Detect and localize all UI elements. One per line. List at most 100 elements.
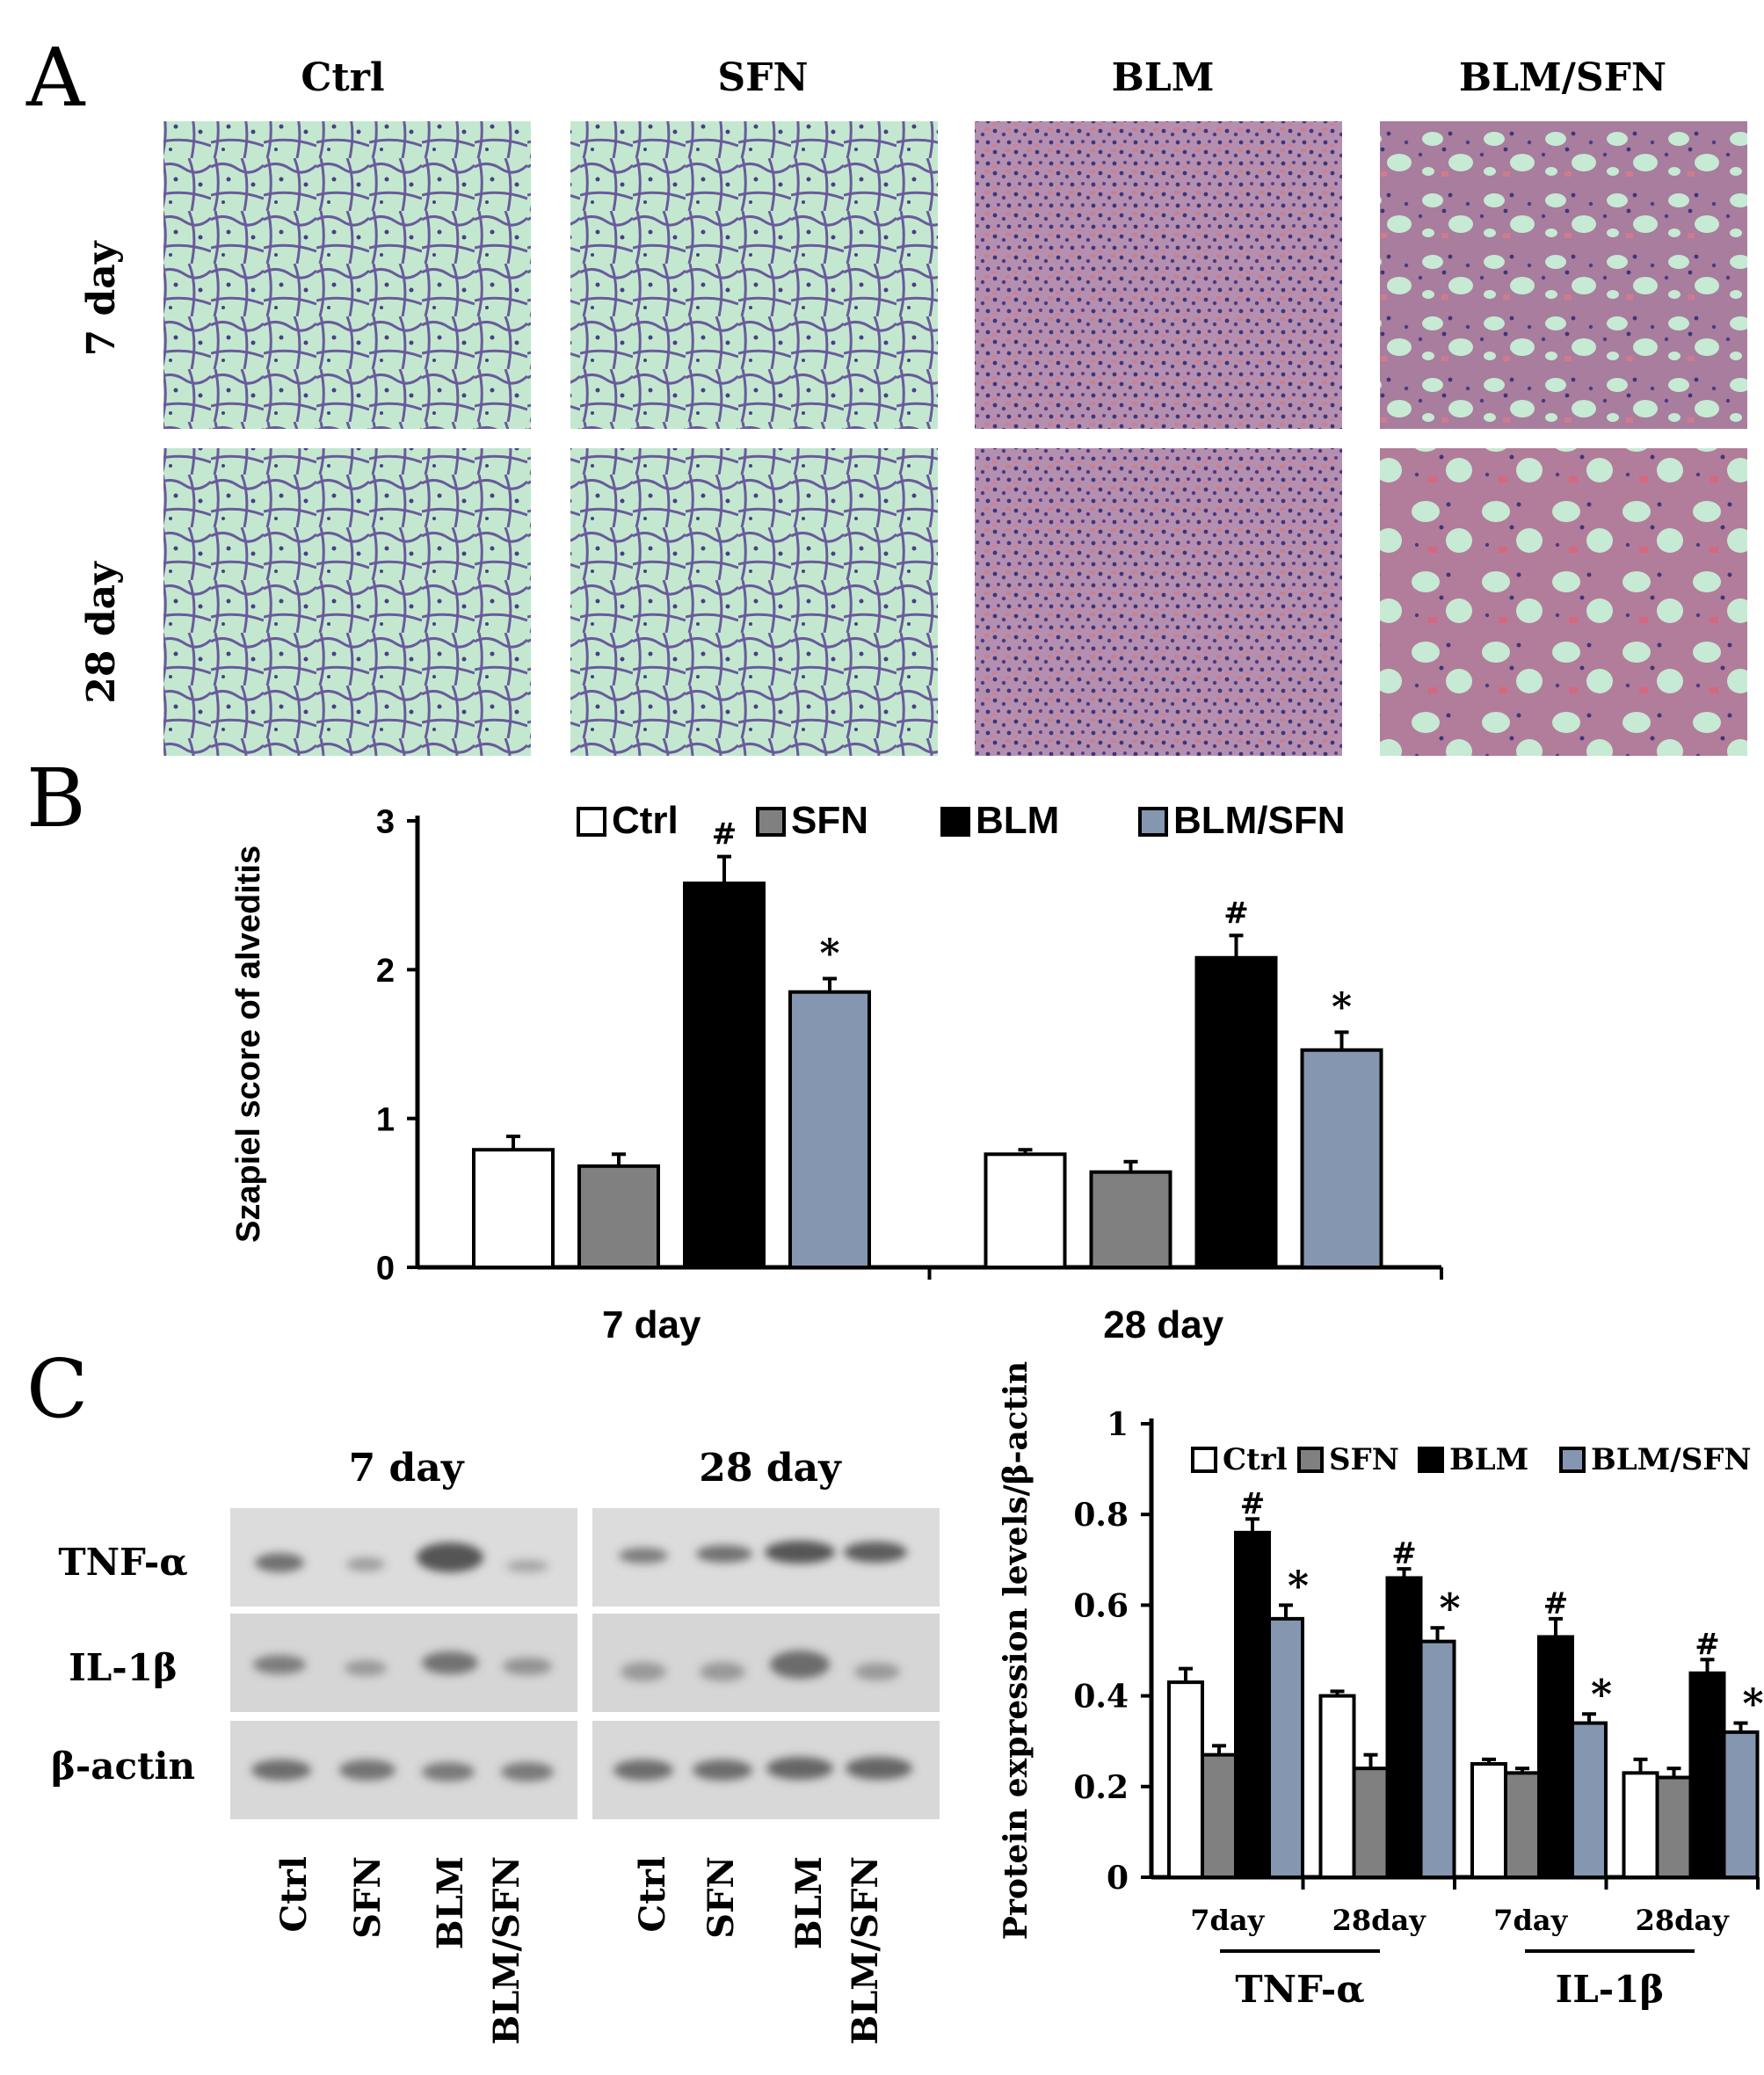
bar-blm-7-day-0	[683, 882, 766, 1269]
y-tick-label: 0	[1107, 1860, 1129, 1897]
group-label-il-1: IL-1β	[1556, 1968, 1665, 2011]
y-tick-label: 3	[376, 804, 395, 841]
y-tick-label: 0.2	[1073, 1769, 1129, 1806]
x-category-label: 28 day	[1103, 1303, 1224, 1346]
panel-b-letter: B	[26, 751, 86, 845]
histology-blm-sfn-7-day	[1380, 121, 1747, 429]
significance-mark: #	[1695, 1627, 1720, 1662]
legend-swatch-blm-sfn	[1559, 1447, 1586, 1473]
band-il-sfn-7	[345, 1660, 387, 1676]
y-tick-label: 0.8	[1073, 1497, 1129, 1534]
bar-ctrl-28-day-1	[984, 1152, 1067, 1269]
band-tnf-ctrl-7	[255, 1553, 304, 1572]
significance-mark: *	[819, 931, 839, 976]
bar-sfn-7day-2	[1504, 1771, 1541, 1879]
band-il-blm-7	[422, 1651, 478, 1674]
bar-ctrl-7day-2	[1470, 1762, 1507, 1879]
legend-swatch-sfn	[756, 807, 786, 837]
band-actin-ctrl-7	[251, 1759, 311, 1781]
significance-mark: #	[1543, 1586, 1569, 1622]
band-actin-blm-7	[422, 1762, 475, 1781]
lane-label-blmsfn-28: BLM/SFN	[845, 1856, 886, 2045]
legend-swatch-ctrl	[577, 807, 606, 837]
legend-swatch-blm	[1418, 1447, 1444, 1473]
bar-ctrl-7-day-0	[472, 1148, 555, 1270]
bar-blm-28day-1	[1385, 1576, 1423, 1879]
y-tick-label: 0.6	[1073, 1587, 1129, 1624]
legend-label-ctrl: Ctrl	[1223, 1442, 1288, 1477]
lane-label-ctrl-7: Ctrl	[273, 1856, 315, 1933]
histology-sfn-28-day	[570, 448, 938, 756]
band-tnf-blmsfn-7	[506, 1560, 548, 1572]
legend-swatch-blm	[940, 807, 970, 837]
histology-blm-7-day	[975, 121, 1342, 429]
significance-mark: #	[712, 817, 737, 852]
lane-label-ctrl-28: Ctrl	[632, 1856, 673, 1933]
bar-sfn-7day-0	[1201, 1752, 1238, 1880]
band-actin-blmsfn-7	[501, 1762, 554, 1781]
blot-lane-labels: Ctrl SFN BLM BLM/SFN Ctrl SFN BLM BLM/SF…	[273, 1856, 886, 2045]
bar-blm-sfn-7day-2	[1571, 1721, 1608, 1880]
bar-sfn-28-day-1	[1089, 1170, 1172, 1270]
column-label-sfn: SFN	[717, 55, 808, 100]
histology-sfn-7-day	[570, 121, 938, 429]
significance-mark: #	[1391, 1536, 1417, 1571]
row-label-28-day: 28 day	[79, 561, 124, 704]
band-actin-sfn-28	[693, 1759, 752, 1781]
band-il-ctrl-28	[621, 1662, 666, 1681]
histology-ctrl-7-day	[163, 121, 531, 429]
legend-label-sfn: SFN	[1329, 1442, 1399, 1477]
legend-label-blm: BLM	[976, 799, 1059, 842]
column-label-blm-sfn: BLM/SFN	[1459, 55, 1666, 100]
significance-mark: *	[1591, 1671, 1612, 1718]
legend-label-blm: BLM	[1449, 1442, 1528, 1477]
chart-c: 0 0.2 0.4 0.6 0.8 1 Protein expression levels/…	[998, 1361, 1764, 2011]
bar-blm-sfn-7day-0	[1267, 1616, 1304, 1879]
y-tick-label: 2	[376, 953, 395, 990]
x-category-label: 7day	[1493, 1904, 1568, 1937]
significance-mark: #	[1223, 896, 1249, 931]
band-tnf-blm-28	[765, 1541, 835, 1564]
panel-a-row-labels: 7 day 28 day	[79, 240, 124, 704]
group-label-tnf: TNF-α	[1235, 1968, 1364, 2011]
column-label-ctrl: Ctrl	[301, 55, 384, 100]
legend-label-ctrl: Ctrl	[612, 799, 679, 842]
band-actin-blmsfn-28	[846, 1757, 912, 1780]
blot-protein-tnf: TNF-α	[58, 1541, 187, 1584]
panel-a: A Ctrl SFN BLM BLM/SFN 7 day 28 day	[25, 31, 1747, 756]
bar-blm-sfn-28-day-1	[1300, 1048, 1383, 1269]
panel-a-letter: A	[25, 31, 86, 125]
band-il-sfn-28	[700, 1662, 745, 1681]
band-tnf-blmsfn-28	[844, 1542, 907, 1563]
band-il-blm-28	[770, 1651, 830, 1679]
blot-protein-il1b: IL-1β	[69, 1646, 178, 1689]
significance-mark: *	[1288, 1562, 1309, 1609]
blot-protein-actin: β-actin	[51, 1745, 195, 1788]
band-actin-ctrl-28	[613, 1759, 673, 1781]
x-category-label: 28day	[1636, 1904, 1731, 1937]
blot-group-7-day: 7 day	[349, 1446, 465, 1491]
y-tick-label: 1	[376, 1101, 395, 1138]
bar-sfn-7-day-0	[577, 1164, 660, 1270]
bar-blm-sfn-7-day-0	[788, 990, 871, 1269]
column-label-blm: BLM	[1112, 55, 1215, 100]
bar-blm-sfn-28day-1	[1419, 1639, 1456, 1880]
significance-mark: *	[1332, 984, 1352, 1029]
histology-blm-sfn-28-day	[1380, 448, 1747, 756]
lane-label-blmsfn-7: BLM/SFN	[486, 1856, 527, 2045]
chart-b: B 0 1 2 3 Szapiel score of alveditis # * 7 day #…	[26, 751, 1443, 1346]
bar-blm-7day-0	[1234, 1530, 1271, 1879]
bar-blm-28day-3	[1688, 1671, 1726, 1880]
panel-a-column-labels: Ctrl SFN BLM BLM/SFN	[301, 55, 1666, 100]
x-category-label: 7day	[1190, 1904, 1265, 1937]
legend-swatch-ctrl	[1191, 1447, 1217, 1473]
legend-label-blm-sfn: BLM/SFN	[1173, 799, 1346, 842]
bar-ctrl-28day-3	[1622, 1771, 1659, 1879]
x-category-label: 28day	[1332, 1904, 1427, 1937]
y-axis-label: Protein expression levels/β-actin	[998, 1361, 1034, 1940]
lane-label-blm-28: BLM	[788, 1856, 830, 1949]
histology-blm-28-day	[975, 448, 1342, 756]
significance-mark: *	[1742, 1680, 1763, 1728]
histology-images	[163, 121, 1747, 756]
